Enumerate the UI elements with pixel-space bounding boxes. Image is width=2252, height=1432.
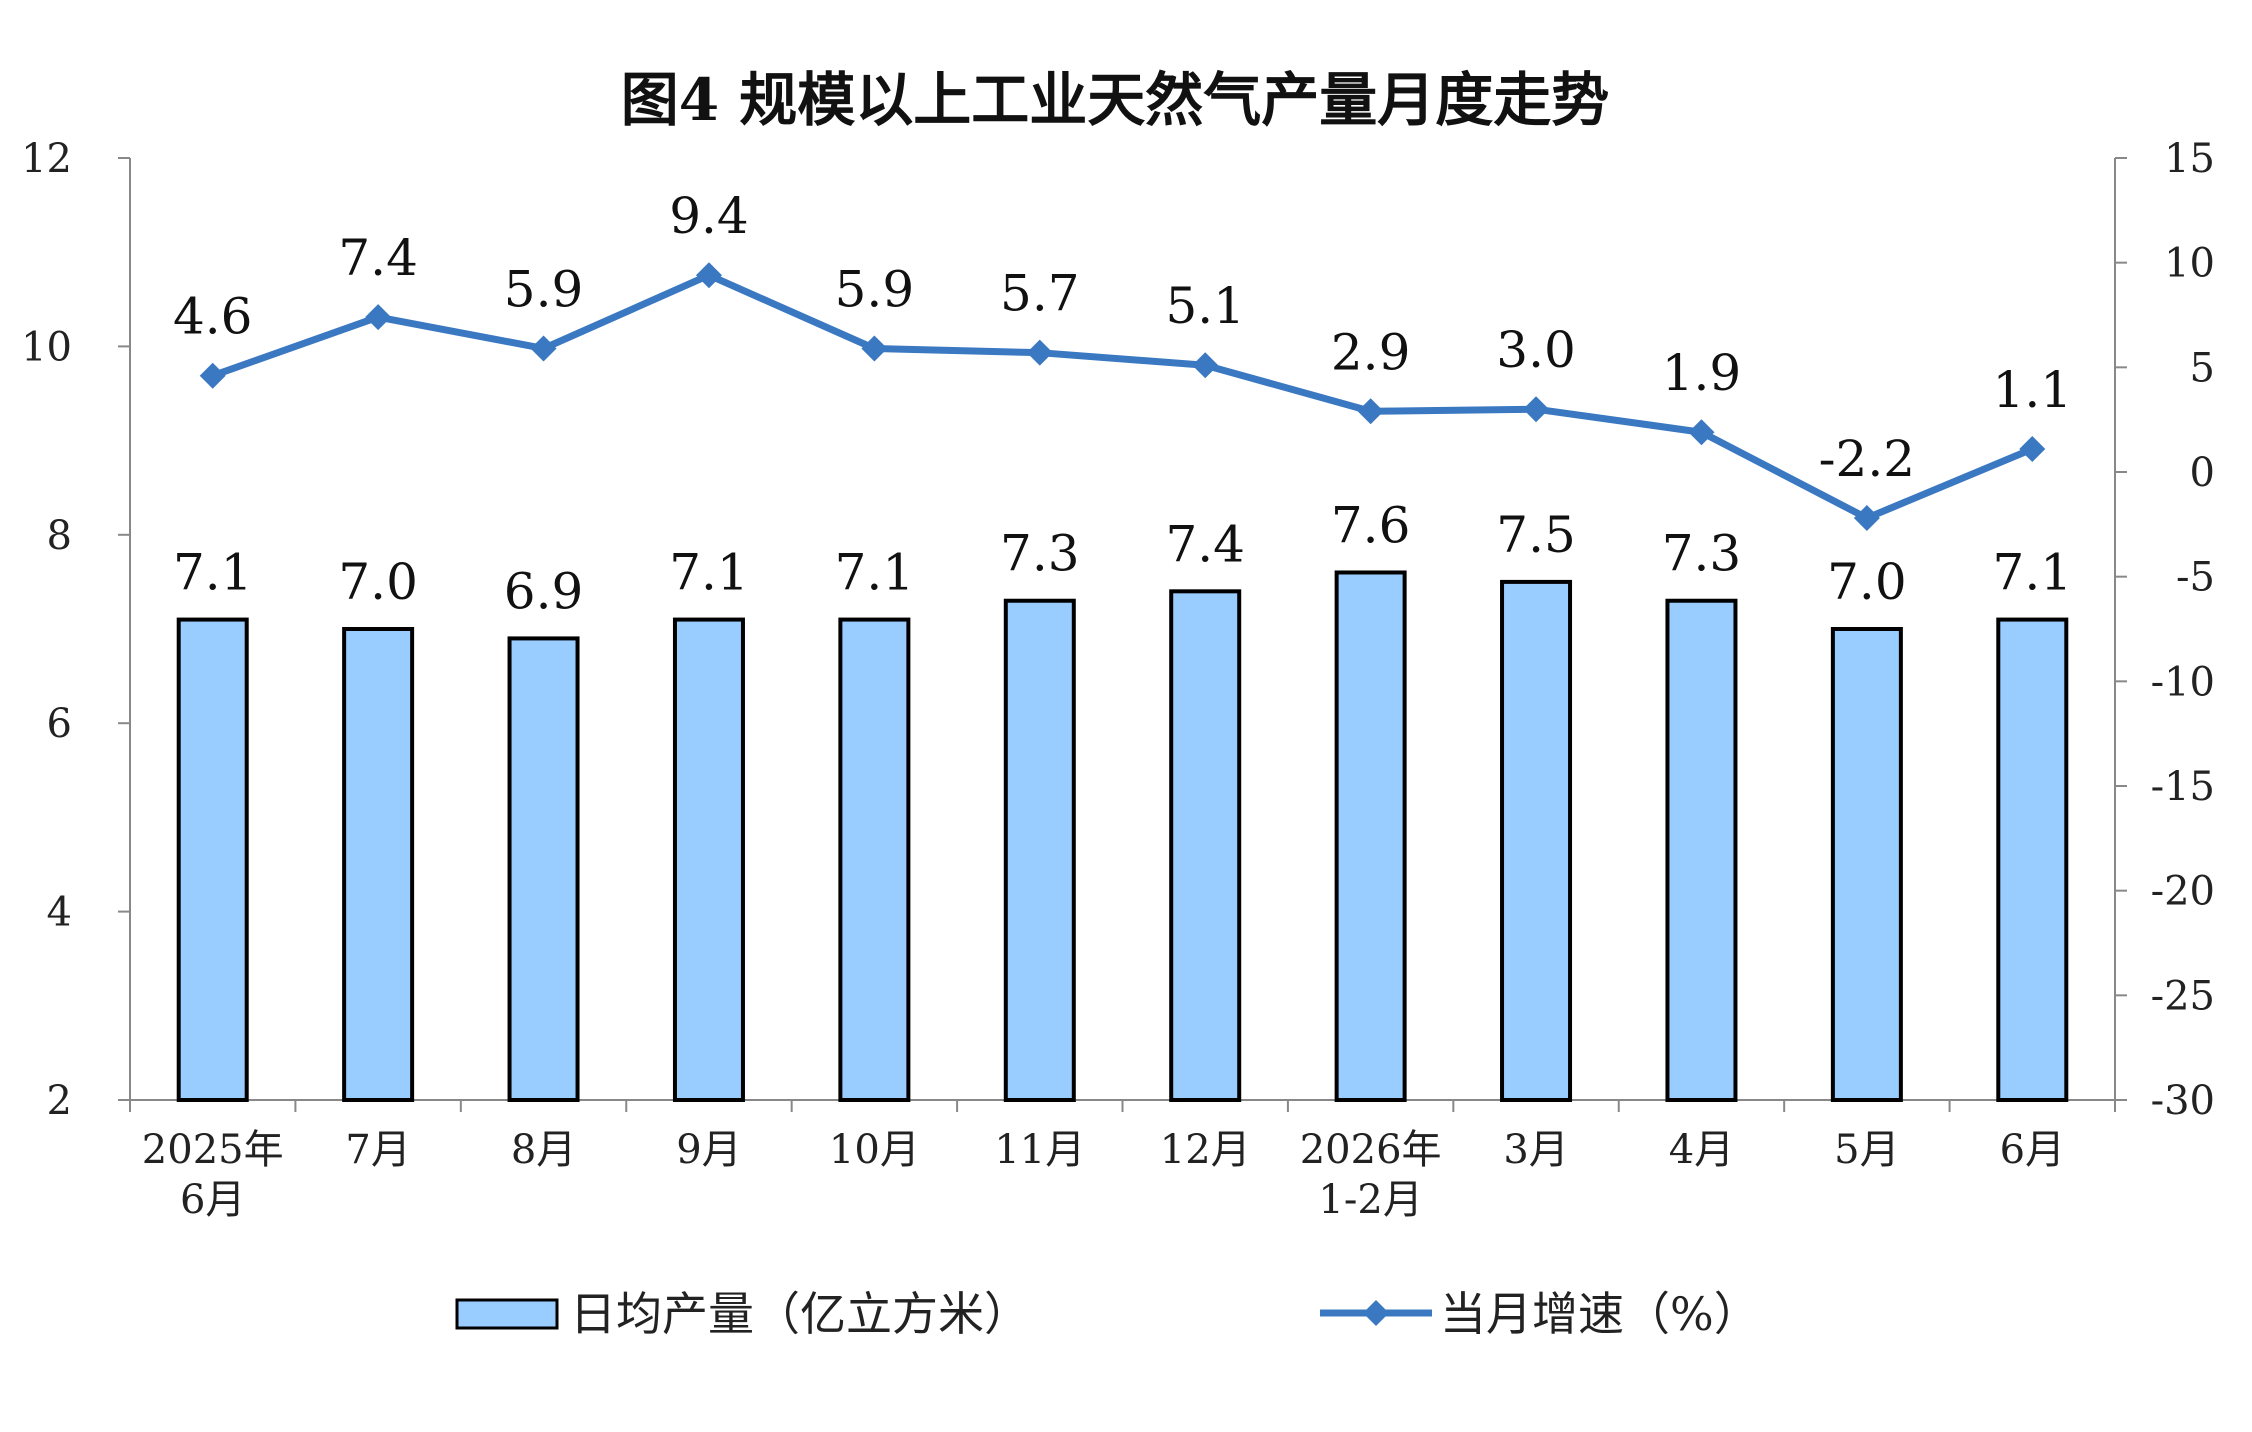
left-tick-label: 6 [47,701,72,747]
bar [672,617,745,1103]
line-data-label: 4.6 [173,288,253,346]
bar-data-label: 7.4 [1165,515,1245,573]
right-tick-label: -20 [2151,869,2215,915]
category-label: 5月 [1834,1127,1899,1173]
right-tick-label: -5 [2176,555,2215,601]
right-tick-label: 0 [2190,450,2215,496]
line-data-label: 5.7 [1000,265,1080,323]
bar [176,617,249,1103]
chart-title: 图4 规模以上工业天然气产量月度走势 [621,66,1610,134]
line-point-marker [365,304,392,331]
line-data-label: 2.9 [1331,323,1411,381]
line-data-label: 5.9 [504,260,584,318]
category-label: 2026年 [1300,1127,1442,1173]
category-label: 10月 [829,1127,920,1173]
category-label: 11月 [994,1127,1085,1173]
category-label: 3月 [1503,1127,1568,1173]
line-point-marker [199,362,226,389]
bar-data-label: 7.1 [173,544,253,602]
category-label: 8月 [511,1127,576,1173]
bar [342,627,415,1102]
growth-line [211,271,2034,522]
line-data-label: 3.0 [1496,321,1576,379]
legend-bar-swatch [455,1298,559,1330]
line-point-marker [861,335,888,362]
bar [838,617,911,1103]
category-label: 6月 [180,1177,245,1223]
category-label: 7月 [345,1127,410,1173]
line-point-marker [1357,398,1384,425]
data-labels: 7.1 7.0 6.9 7.1 7.1 7.3 7.4 7.6 7.5 7.3 7.0 7.1 4.6 7… [173,187,2072,620]
left-tick-label: 10 [21,324,72,370]
bar [1334,570,1407,1102]
line-data-label: -2.2 [1819,430,1915,488]
right-tick-label: 5 [2190,345,2215,391]
bar-data-label: 7.1 [1993,544,2073,602]
legend-bar-label: 日均产量（亿立方米） [570,1287,1030,1341]
bar-data-label: 7.3 [1662,525,1742,583]
line-data-label: 1.9 [1662,344,1742,402]
bar-data-label: 7.0 [338,553,418,611]
line-data-label: 9.4 [669,187,749,245]
right-tick-label: -10 [2151,659,2215,705]
bar [507,636,580,1102]
line-data-label: 1.1 [1993,361,2073,419]
category-label: 9月 [676,1127,741,1173]
left-tick-label: 2 [47,1078,72,1124]
category-label: 12月 [1160,1127,1251,1173]
bar-data-label: 6.9 [504,562,584,620]
bar-data-label: 7.3 [1000,525,1080,583]
category-label: 4月 [1669,1127,1734,1173]
line-point-marker [1026,339,1053,366]
line-data-label: 7.4 [338,229,418,287]
line-point-marker [1688,419,1715,446]
line-point-marker [2019,435,2046,462]
legend-line-label: 当月增速（%） [1440,1287,1760,1341]
right-tick-label: 15 [2164,136,2215,182]
line-point-marker [1523,396,1550,423]
legend-line-marker [1363,1300,1389,1326]
bar [1500,579,1573,1102]
line-data-label: 5.1 [1165,277,1245,335]
bar [1665,598,1738,1102]
left-tick-label: 4 [47,890,72,936]
line-point-marker [1192,352,1219,379]
line-point-marker [1853,505,1880,532]
bar [1996,617,2069,1103]
left-tick-label: 12 [21,136,72,182]
line-series [199,262,2046,532]
bar-data-label: 7.6 [1331,496,1411,554]
bar-data-label: 7.0 [1827,553,1907,611]
bar-data-label: 7.1 [835,544,915,602]
right-tick-label: 10 [2164,241,2215,287]
category-label: 2025年 [142,1127,284,1173]
left-tick-label: 8 [47,513,72,559]
right-tick-label: -30 [2151,1078,2215,1124]
category-label: 1-2月 [1318,1177,1422,1223]
bar-series [176,570,2069,1103]
bar [1830,627,1903,1102]
legend: 日均产量（亿立方米） 当月增速（%） [455,1287,1760,1341]
line-point-marker [695,262,722,289]
line-data-label: 5.9 [835,260,915,318]
bar-data-label: 7.5 [1496,506,1576,564]
line-point-marker [530,335,557,362]
right-tick-label: -25 [2151,973,2215,1019]
category-label: 6月 [2000,1127,2065,1173]
axes: 24681012-30-25-20-15-10-50510152025年6月7月… [21,136,2215,1223]
bar [1003,598,1076,1102]
right-tick-label: -15 [2151,764,2215,810]
bar [1169,589,1242,1102]
bar-data-label: 7.1 [669,544,749,602]
